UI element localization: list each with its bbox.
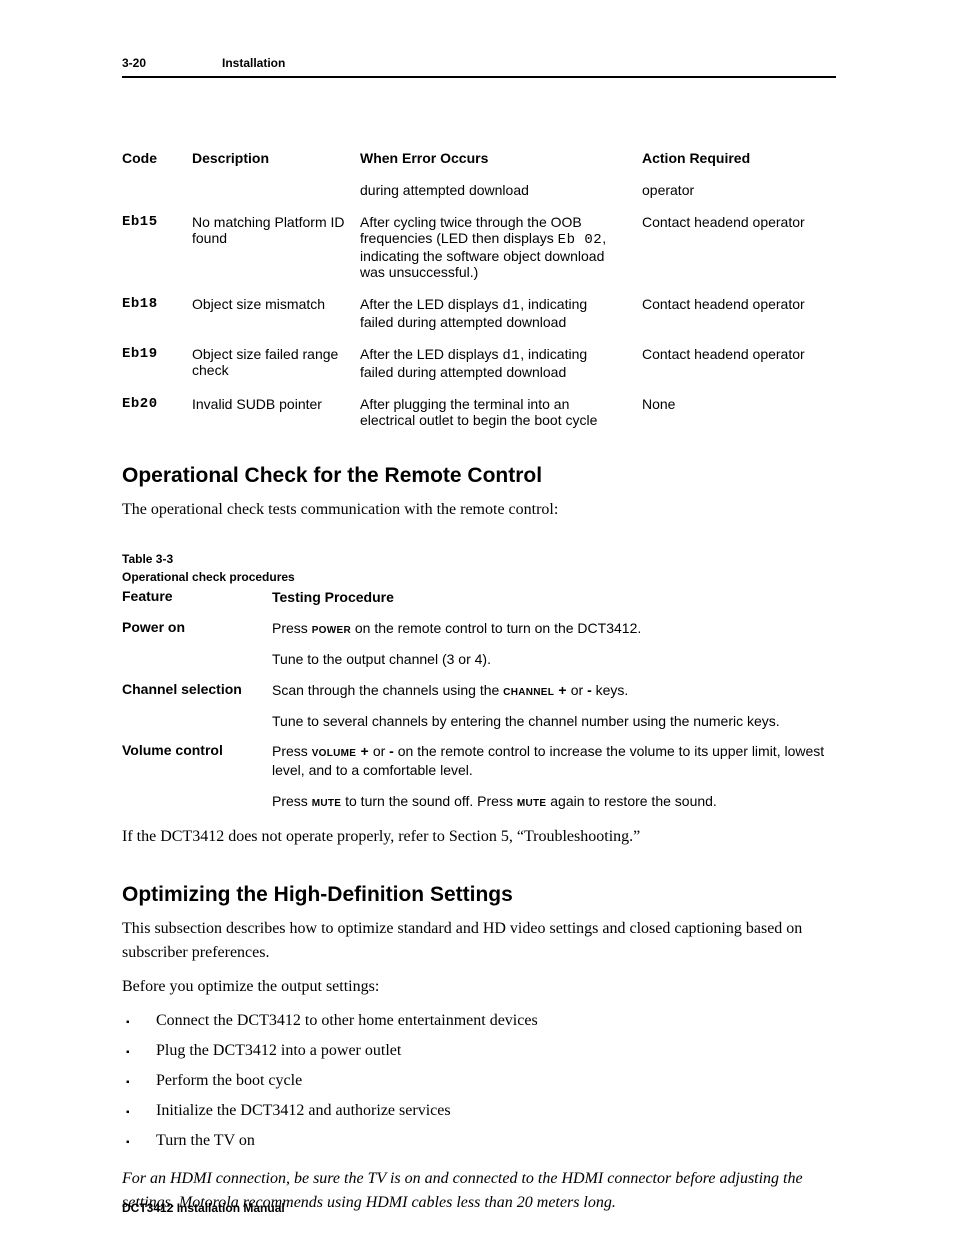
text: Press [272, 620, 312, 636]
text: on the remote control to turn on the DCT… [351, 620, 641, 636]
intro-text: The operational check tests communicatio… [122, 498, 836, 522]
cell-desc: Invalid SUDB pointer [192, 396, 360, 412]
closing-text: If the DCT3412 does not operate properly… [122, 825, 836, 849]
col-feature: Feature [122, 588, 272, 607]
cell-feature [122, 712, 272, 731]
table-row: Eb18 Object size mismatch After the LED … [122, 288, 836, 338]
cell-action: None [642, 396, 836, 412]
cell-action: Contact headend operator [642, 296, 836, 312]
cell-feature: Channel selection [122, 681, 272, 697]
page: 3-20 Installation Code Description When … [0, 0, 954, 1255]
cell-action: Contact headend operator [642, 346, 836, 362]
text: again to restore the sound. [546, 793, 716, 809]
list-item: Plug the DCT3412 into a power outlet [122, 1039, 836, 1063]
text: to turn the sound off. Press [341, 793, 517, 809]
table-row: Power on Press power on the remote contr… [122, 613, 836, 644]
cell-action: Contact headend operator [642, 214, 836, 230]
key-name: mute [517, 793, 547, 809]
list-item: Initialize the DCT3412 and authorize ser… [122, 1099, 836, 1123]
text: or [567, 682, 587, 698]
cell-code: Eb19 [122, 346, 192, 362]
cell-when: After cycling twice through the OOB freq… [360, 214, 642, 280]
cell-feature: Volume control [122, 742, 272, 758]
cell-when: After the LED displays d1, indicating fa… [360, 346, 642, 380]
text: After the LED displays [360, 296, 502, 312]
table-row: Tune to the output channel (3 or 4). [122, 644, 836, 675]
table-header-row: Code Description When Error Occurs Actio… [122, 142, 836, 174]
heading-optimizing: Optimizing the High-Definition Settings [122, 883, 836, 907]
cell-code: Eb15 [122, 214, 192, 230]
cell-desc: Object size mismatch [192, 296, 360, 312]
table-header-row: Feature Testing Procedure [122, 586, 836, 613]
key-name: power [312, 620, 351, 636]
cell-feature: Power on [122, 619, 272, 635]
text: keys. [592, 682, 629, 698]
page-header: 3-20 Installation [122, 56, 836, 70]
cell-code: Eb20 [122, 396, 192, 412]
table-row: Volume control Press volume + or - on th… [122, 736, 836, 786]
cell-when: during attempted download [360, 182, 642, 198]
header-rule [122, 76, 836, 78]
col-action: Action Required [642, 150, 836, 166]
table-row: Tune to several channels by entering the… [122, 706, 836, 737]
cell-procedure: Tune to the output channel (3 or 4). [272, 650, 836, 669]
section-name: Installation [222, 56, 285, 70]
table-caption: Table 3-3 Operational check procedures [122, 550, 836, 586]
key-name: mute [312, 793, 342, 809]
text: Press [272, 743, 312, 759]
table-row: Eb19 Object size failed range check Afte… [122, 338, 836, 388]
text: After the LED displays [360, 346, 502, 362]
text: After cycling twice through the OOB freq… [360, 214, 582, 246]
cell-procedure: Press mute to turn the sound off. Press … [272, 792, 836, 811]
text: Scan through the channels using the [272, 682, 503, 698]
cell-feature [122, 650, 272, 669]
text: or [369, 743, 389, 759]
paragraph: This subsection describes how to optimiz… [122, 917, 836, 965]
list-item: Turn the TV on [122, 1129, 836, 1153]
cell-procedure: Press power on the remote control to tur… [272, 619, 836, 638]
table-row: during attempted download operator [122, 174, 836, 206]
col-when: When Error Occurs [360, 150, 642, 166]
cell-when: After the LED displays d1, indicating fa… [360, 296, 642, 330]
col-procedure: Testing Procedure [272, 588, 836, 607]
error-code-table: Code Description When Error Occurs Actio… [122, 142, 836, 436]
text: Press [272, 793, 312, 809]
table-label-1: Table 3-3 [122, 550, 836, 568]
table-label-2: Operational check procedures [122, 568, 836, 586]
cell-procedure: Press volume + or - on the remote contro… [272, 742, 836, 780]
table-row: Press mute to turn the sound off. Press … [122, 786, 836, 817]
page-number: 3-20 [122, 56, 222, 70]
inline-code: Eb 02 [558, 232, 603, 248]
table-row: Eb20 Invalid SUDB pointer After plugging… [122, 388, 836, 436]
key-name: channel + [503, 682, 567, 698]
paragraph: Before you optimize the output settings: [122, 975, 836, 999]
heading-operational-check: Operational Check for the Remote Control [122, 464, 836, 488]
col-description: Description [192, 150, 360, 166]
list-item: Perform the boot cycle [122, 1069, 836, 1093]
table-row: Eb15 No matching Platform ID found After… [122, 206, 836, 288]
cell-feature [122, 792, 272, 811]
table-row: Channel selection Scan through the chann… [122, 675, 836, 706]
cell-code: Eb18 [122, 296, 192, 312]
list-item: Connect the DCT3412 to other home entert… [122, 1009, 836, 1033]
key-name: volume + [312, 743, 369, 759]
cell-when: After plugging the terminal into an elec… [360, 396, 642, 428]
cell-desc: No matching Platform ID found [192, 214, 360, 246]
footer-text: DCT3412 Installation Manual [122, 1201, 285, 1215]
inline-code: d1 [502, 298, 520, 314]
cell-desc: Object size failed range check [192, 346, 360, 378]
cell-action: operator [642, 182, 836, 198]
cell-procedure: Tune to several channels by entering the… [272, 712, 836, 731]
cell-procedure: Scan through the channels using the chan… [272, 681, 836, 700]
bullet-list: Connect the DCT3412 to other home entert… [122, 1009, 836, 1153]
inline-code: d1 [502, 348, 520, 364]
col-code: Code [122, 150, 192, 166]
procedures-table: Feature Testing Procedure Power on Press… [122, 586, 836, 817]
